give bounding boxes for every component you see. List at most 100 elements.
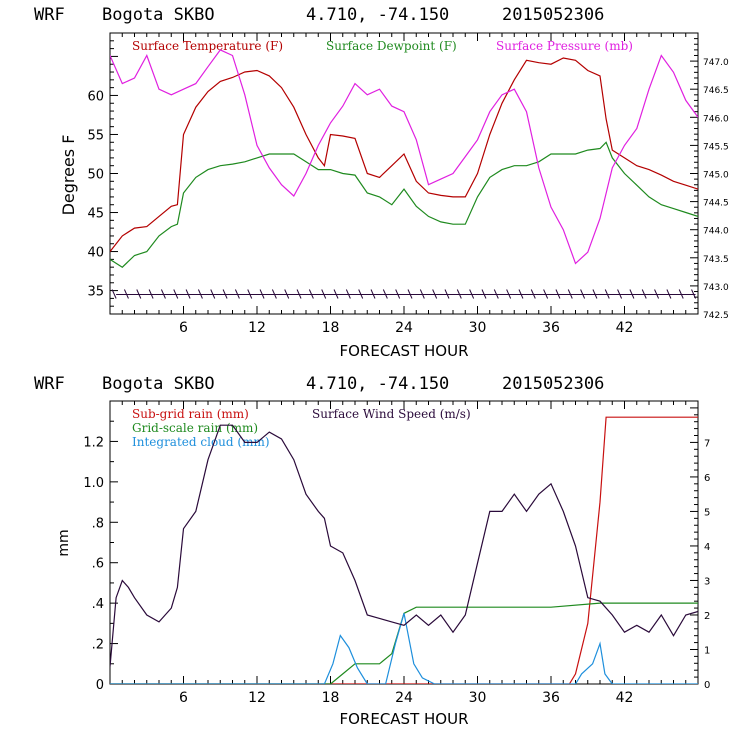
wind-barb — [148, 289, 154, 299]
top-y2tick-label: 746.0 — [703, 114, 729, 124]
wind-barb — [432, 289, 438, 299]
bottom-xtick-label: 36 — [542, 690, 560, 706]
bottom-ytick-label: .6 — [92, 557, 104, 572]
wind-barb — [641, 289, 647, 299]
bottom-header-init: 2015052306 — [502, 374, 604, 394]
top-xtick-label: 24 — [395, 320, 413, 336]
top-header-station: Bogota SKBO — [102, 5, 215, 25]
top-y2tick-label: 744.0 — [703, 227, 729, 237]
wind-barb — [185, 289, 191, 299]
bottom-ytick-label: 1.2 — [83, 435, 104, 450]
wind-barb — [345, 289, 351, 299]
wind-barb — [136, 289, 142, 299]
top-ylabel: Degrees F — [59, 135, 78, 216]
top-legend-temperature: Surface Temperature (F) — [132, 39, 283, 53]
wind-barb — [567, 289, 573, 299]
bottom-header-model: WRF — [34, 374, 65, 394]
top-ytick-label: 35 — [87, 285, 104, 300]
bottom-y2tick-label: 3 — [704, 576, 710, 587]
wind-barb — [592, 289, 598, 299]
top-ytick-label: 55 — [87, 128, 104, 143]
bottom-legend-subgrid: Sub-grid rain (mm) — [132, 407, 249, 421]
wind-barb — [210, 289, 216, 299]
wind-barb — [543, 289, 549, 299]
bottom-series-cloud-line — [110, 613, 698, 684]
bottom-ytick-label: 1.0 — [83, 476, 104, 491]
top-xlabel: FORECAST HOUR — [339, 342, 468, 360]
bottom-series-subgrid-line — [110, 416, 698, 684]
top-y2tick-label: 745.5 — [703, 142, 729, 152]
top-series-temperature-line — [110, 57, 698, 252]
wind-barb — [284, 289, 290, 299]
wind-barb — [666, 289, 672, 299]
top-marks: 6 12 18 24 30 36 42 35 40 45 50 55 60 742.5 743.0 743.5… — [87, 32, 729, 336]
wind-barb — [234, 289, 240, 299]
wind-barb — [197, 289, 203, 299]
bottom-ytick-label: .2 — [92, 638, 104, 653]
bottom-legend-gridscale: Grid-scale rain (mm) — [132, 421, 258, 435]
wind-barb — [419, 289, 425, 299]
wind-barb — [173, 289, 179, 299]
wind-barb — [580, 289, 586, 299]
top-ytick-label: 45 — [87, 207, 104, 222]
bottom-xlabel: FORECAST HOUR — [339, 710, 468, 728]
top-header-coords: 4.710, -74.150 — [306, 5, 449, 25]
top-series-dewpoint-line — [110, 141, 698, 268]
top-header-model: WRF — [34, 5, 65, 25]
wind-barb — [160, 289, 166, 299]
bottom-ytick-label: 0 — [96, 678, 104, 693]
top-series-pressure-line — [110, 49, 698, 265]
chart-marks: 6 12 18 24 30 36 42354045505560742.5743.0743.5… — [83, 32, 729, 706]
wind-barb — [321, 289, 327, 299]
wind-barb — [604, 289, 610, 299]
bottom-y2tick-label: 7 — [704, 438, 710, 449]
wind-barb — [617, 289, 623, 299]
top-ytick-label: 50 — [87, 168, 104, 183]
wind-barb — [691, 289, 697, 299]
top-header-init: 2015052306 — [502, 5, 604, 25]
bottom-y2tick-label: 0 — [704, 680, 710, 691]
top-y2tick-label: 743.0 — [703, 283, 729, 293]
wind-barb — [555, 289, 561, 299]
wind-barb — [247, 289, 253, 299]
top-xtick-label: 12 — [248, 320, 266, 336]
wind-barb — [111, 289, 117, 299]
top-y2tick-label: 746.5 — [703, 86, 729, 96]
wind-barb — [518, 289, 524, 299]
top-xtick-label: 6 — [179, 320, 188, 336]
top-y2tick-label: 745.0 — [703, 171, 729, 181]
wind-barb — [395, 289, 401, 299]
bottom-y2tick-label: 5 — [704, 507, 710, 518]
top-ytick-label: 40 — [87, 246, 104, 261]
wind-barb — [469, 289, 475, 299]
bottom-ylabel: mm — [56, 529, 72, 556]
bottom-ytick-label: .4 — [92, 597, 104, 612]
bottom-y2tick-label: 2 — [704, 611, 710, 622]
wind-barb — [444, 289, 450, 299]
bottom-y2tick-label: 4 — [704, 542, 710, 553]
wind-barb — [678, 289, 684, 299]
top-xtick-label: 18 — [322, 320, 340, 336]
wind-barb — [259, 289, 265, 299]
wind-barb — [382, 289, 388, 299]
wind-barb — [407, 289, 413, 299]
bottom-ytick-label: .8 — [92, 516, 104, 531]
top-y2tick-label: 744.5 — [703, 199, 729, 209]
bottom-y2tick-label: 1 — [704, 645, 710, 656]
bottom-legend-cloud: Integrated cloud (mm) — [132, 435, 270, 449]
wind-barb — [333, 289, 339, 299]
bottom-legend-wind: Surface Wind Speed (m/s) — [312, 407, 471, 421]
wind-barb — [308, 289, 314, 299]
bottom-xtick-label: 24 — [395, 690, 413, 706]
bottom-y2tick-label: 6 — [704, 473, 710, 484]
bottom-xtick-label: 30 — [469, 690, 487, 706]
wind-barb — [370, 289, 376, 299]
top-xtick-label: 36 — [542, 320, 560, 336]
wind-barb — [654, 289, 660, 299]
wind-barb — [271, 289, 277, 299]
top-plot-frame — [109, 32, 699, 315]
wind-barb — [530, 289, 536, 299]
bottom-series-wind-line — [110, 424, 698, 667]
wind-barb — [296, 289, 302, 299]
